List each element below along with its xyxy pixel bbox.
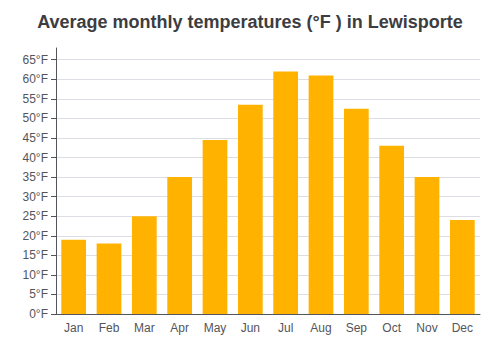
svg-text:15°F: 15°F xyxy=(23,248,48,262)
svg-text:55°F: 55°F xyxy=(23,92,48,106)
svg-text:Sep: Sep xyxy=(346,321,368,335)
svg-text:10°F: 10°F xyxy=(23,268,48,282)
svg-text:May: May xyxy=(204,321,227,335)
svg-text:Feb: Feb xyxy=(99,321,120,335)
svg-text:30°F: 30°F xyxy=(23,190,48,204)
svg-text:Jul: Jul xyxy=(278,321,293,335)
svg-text:Oct: Oct xyxy=(382,321,401,335)
svg-text:65°F: 65°F xyxy=(23,53,48,67)
svg-text:35°F: 35°F xyxy=(23,170,48,184)
svg-text:40°F: 40°F xyxy=(23,151,48,165)
svg-text:Average monthly temperatures (: Average monthly temperatures (°F ) in Le… xyxy=(37,12,463,32)
svg-text:45°F: 45°F xyxy=(23,131,48,145)
svg-text:20°F: 20°F xyxy=(23,229,48,243)
svg-text:Aug: Aug xyxy=(310,321,331,335)
svg-text:Jun: Jun xyxy=(241,321,260,335)
svg-text:0°F: 0°F xyxy=(29,307,48,321)
svg-text:Nov: Nov xyxy=(416,321,437,335)
svg-text:Dec: Dec xyxy=(452,321,473,335)
svg-text:25°F: 25°F xyxy=(23,209,48,223)
svg-text:60°F: 60°F xyxy=(23,72,48,86)
svg-text:5°F: 5°F xyxy=(29,287,48,301)
svg-text:50°F: 50°F xyxy=(23,111,48,125)
svg-text:Apr: Apr xyxy=(170,321,189,335)
svg-text:Jan: Jan xyxy=(64,321,83,335)
svg-text:Mar: Mar xyxy=(134,321,155,335)
